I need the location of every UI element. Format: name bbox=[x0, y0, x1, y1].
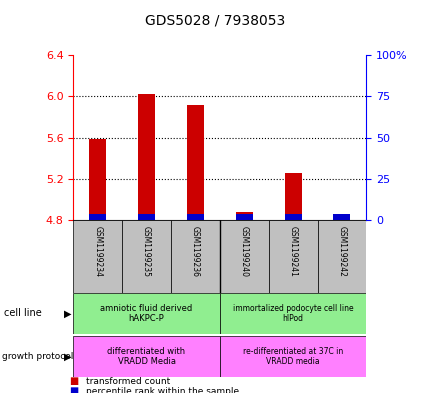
Bar bbox=[268, 220, 317, 293]
Text: percentile rank within the sample: percentile rank within the sample bbox=[86, 387, 239, 393]
Bar bbox=[317, 220, 365, 293]
Bar bbox=[333, 214, 350, 220]
Text: GSM1199235: GSM1199235 bbox=[142, 226, 150, 277]
Bar bbox=[219, 220, 268, 293]
Text: GSM1199241: GSM1199241 bbox=[288, 226, 297, 277]
Bar bbox=[333, 218, 350, 220]
Text: ▶: ▶ bbox=[64, 309, 71, 318]
Bar bbox=[122, 220, 171, 293]
Text: GSM1199234: GSM1199234 bbox=[93, 226, 102, 277]
Bar bbox=[73, 220, 122, 293]
Text: ■: ■ bbox=[69, 386, 78, 393]
Text: GSM1199242: GSM1199242 bbox=[337, 226, 346, 277]
Bar bbox=[187, 214, 203, 220]
Text: GDS5028 / 7938053: GDS5028 / 7938053 bbox=[145, 14, 285, 28]
Bar bbox=[219, 293, 366, 334]
Text: amniotic fluid derived
hAKPC-P: amniotic fluid derived hAKPC-P bbox=[100, 304, 192, 323]
Bar bbox=[73, 336, 219, 377]
Bar bbox=[219, 336, 366, 377]
Bar bbox=[89, 139, 106, 220]
Text: differentiated with
VRADD Media: differentiated with VRADD Media bbox=[107, 347, 185, 366]
Text: transformed count: transformed count bbox=[86, 377, 170, 386]
Text: ▶: ▶ bbox=[64, 352, 71, 362]
Bar bbox=[235, 212, 252, 220]
Bar bbox=[171, 220, 219, 293]
Bar bbox=[187, 105, 203, 220]
Bar bbox=[138, 214, 155, 220]
Text: immortalized podocyte cell line
hIPod: immortalized podocyte cell line hIPod bbox=[232, 304, 353, 323]
Text: GSM1199236: GSM1199236 bbox=[190, 226, 200, 277]
Bar bbox=[284, 173, 301, 220]
Bar bbox=[73, 293, 219, 334]
Text: ■: ■ bbox=[69, 376, 78, 386]
Text: growth protocol: growth protocol bbox=[2, 352, 74, 361]
Bar bbox=[284, 214, 301, 220]
Bar bbox=[235, 214, 252, 220]
Bar bbox=[89, 214, 106, 220]
Text: GSM1199240: GSM1199240 bbox=[239, 226, 248, 277]
Text: cell line: cell line bbox=[4, 309, 42, 318]
Text: re-differentiated at 37C in
VRADD media: re-differentiated at 37C in VRADD media bbox=[243, 347, 342, 366]
Bar bbox=[138, 94, 155, 220]
